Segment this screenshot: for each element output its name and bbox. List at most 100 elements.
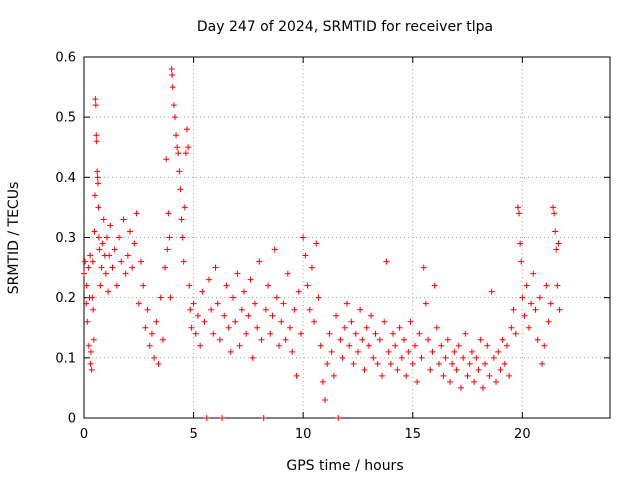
data-point <box>262 306 269 313</box>
data-point <box>398 354 405 361</box>
data-point <box>427 366 434 373</box>
data-point <box>91 228 98 235</box>
data-point <box>210 330 217 337</box>
data-point <box>396 324 403 331</box>
y-tick-label: 0.3 <box>55 231 76 246</box>
data-point <box>302 252 309 259</box>
data-point <box>306 306 313 313</box>
data-point <box>339 354 346 361</box>
data-point <box>92 96 99 103</box>
data-point <box>129 264 136 271</box>
data-point <box>146 342 153 349</box>
data-point <box>376 336 383 343</box>
data-point <box>92 102 99 109</box>
data-point <box>256 258 263 265</box>
data-point <box>155 360 162 367</box>
data-point <box>319 378 326 385</box>
data-point <box>168 66 175 73</box>
y-tick-label: 0.5 <box>55 111 76 126</box>
data-point <box>120 216 127 223</box>
data-point <box>518 258 525 265</box>
data-point <box>372 330 379 337</box>
data-point <box>289 348 296 355</box>
data-point <box>95 234 102 241</box>
data-point <box>381 318 388 325</box>
data-point <box>205 276 212 283</box>
data-point <box>490 354 497 361</box>
data-point <box>166 234 173 241</box>
data-point <box>499 336 506 343</box>
data-point <box>83 300 90 307</box>
data-point <box>311 318 318 325</box>
data-point <box>109 264 116 271</box>
data-point <box>190 300 197 307</box>
data-point <box>140 282 147 289</box>
data-point <box>551 210 558 217</box>
data-point <box>333 312 340 319</box>
data-point <box>116 234 123 241</box>
y-axis-label: SRMTID / TECUs <box>6 182 22 295</box>
data-point <box>462 330 469 337</box>
data-point <box>102 270 109 277</box>
data-point <box>208 306 215 313</box>
data-point <box>240 288 247 295</box>
data-point <box>442 354 449 361</box>
data-point <box>243 330 250 337</box>
data-point <box>486 372 493 379</box>
data-point <box>100 216 107 223</box>
data-point <box>473 354 480 361</box>
data-point <box>107 222 114 229</box>
data-point <box>475 366 482 373</box>
y-tick-label: 0.6 <box>55 51 76 66</box>
data-point <box>403 372 410 379</box>
axis-ticks: 0 0.1 0.2 0.3 0.4 0.5 0.6 0 5 10 15 20 <box>55 51 610 442</box>
data-point <box>455 342 462 349</box>
data-point <box>199 288 206 295</box>
data-point <box>258 336 265 343</box>
data-point <box>164 246 171 253</box>
data-point <box>223 282 230 289</box>
data-point <box>85 342 92 349</box>
data-point <box>203 415 210 421</box>
x-tick-label: 0 <box>80 427 88 442</box>
data-point <box>90 336 97 343</box>
data-point <box>186 282 193 289</box>
data-point <box>113 282 120 289</box>
data-point <box>468 348 475 355</box>
data-point <box>85 264 92 271</box>
x-axis-label: GPS time / hours <box>286 458 403 474</box>
y-tick-label: 0 <box>68 412 76 427</box>
data-point <box>477 336 484 343</box>
data-point <box>482 360 489 367</box>
data-point <box>133 210 140 217</box>
data-point <box>330 372 337 379</box>
data-point <box>328 348 335 355</box>
data-point <box>177 186 184 193</box>
data-point <box>552 228 559 235</box>
y-tick-label: 0.2 <box>55 291 76 306</box>
data-point <box>91 192 98 199</box>
data-point <box>271 246 278 253</box>
data-point <box>93 132 100 139</box>
data-point <box>300 234 307 241</box>
data-point <box>407 318 414 325</box>
data-point <box>135 300 142 307</box>
data-point <box>254 324 261 331</box>
data-point <box>341 324 348 331</box>
data-point <box>440 372 447 379</box>
data-point <box>95 180 102 187</box>
chart-title: Day 247 of 2024, SRMTID for receiver tlp… <box>197 19 493 35</box>
data-point <box>94 168 101 175</box>
data-point <box>411 342 418 349</box>
data-point <box>219 415 226 421</box>
data-point <box>87 252 94 259</box>
data-point <box>167 294 174 301</box>
data-point <box>335 415 342 421</box>
data-point <box>315 294 322 301</box>
data-point <box>545 318 552 325</box>
data-point <box>368 312 375 319</box>
data-point <box>370 354 377 361</box>
data-point <box>148 330 155 337</box>
data-point <box>247 276 254 283</box>
